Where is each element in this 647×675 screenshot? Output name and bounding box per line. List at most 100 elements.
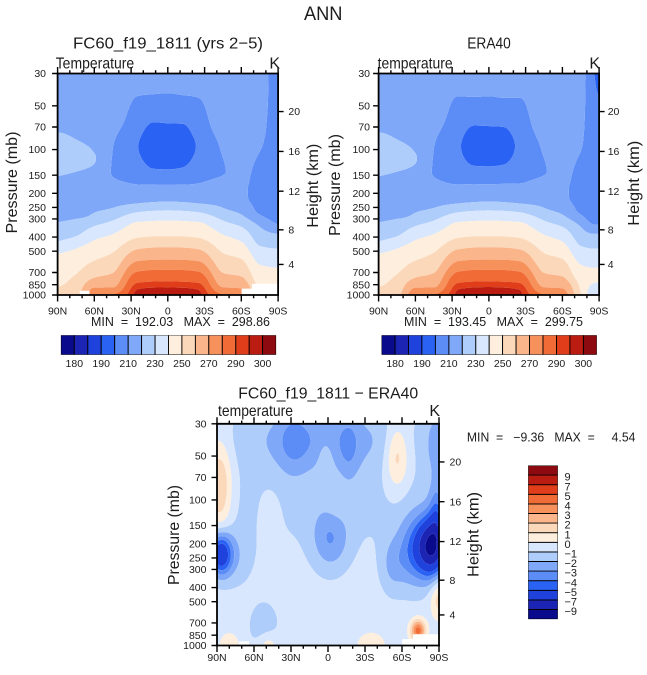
svg-text:60N: 60N: [85, 306, 104, 318]
svg-text:400: 400: [352, 232, 370, 244]
svg-text:9: 9: [565, 472, 571, 484]
svg-text:12: 12: [450, 536, 462, 548]
svg-text:270: 270: [521, 358, 539, 370]
svg-text:30S: 30S: [195, 306, 214, 318]
svg-text:MIN = 192.03 MAX = 298.8: MIN = 192.03 MAX = 298.86: [91, 314, 270, 329]
svg-text:−5: −5: [565, 587, 578, 599]
svg-text:5: 5: [565, 491, 571, 503]
svg-text:20: 20: [288, 106, 300, 118]
svg-text:850: 850: [189, 630, 207, 642]
svg-text:12: 12: [288, 186, 300, 198]
svg-text:K: K: [589, 55, 600, 72]
svg-text:500: 500: [189, 596, 207, 608]
svg-text:250: 250: [173, 358, 191, 370]
svg-text:4: 4: [608, 259, 614, 271]
svg-text:30: 30: [195, 418, 207, 430]
svg-text:90S: 90S: [590, 306, 609, 318]
svg-text:16: 16: [288, 146, 300, 158]
svg-text:290: 290: [548, 358, 566, 370]
svg-text:90S: 90S: [430, 652, 449, 664]
svg-text:700: 700: [352, 267, 370, 279]
svg-text:70: 70: [195, 472, 207, 484]
svg-text:270: 270: [200, 358, 218, 370]
svg-text:8: 8: [288, 224, 294, 236]
svg-text:180: 180: [386, 358, 404, 370]
svg-text:−9: −9: [565, 606, 578, 618]
svg-text:8: 8: [608, 224, 614, 236]
svg-text:30N: 30N: [281, 652, 300, 664]
svg-text:20: 20: [450, 457, 462, 469]
svg-text:2: 2: [565, 520, 571, 532]
svg-text:150: 150: [28, 170, 46, 182]
svg-text:FC60_f19_1811 (yrs 2−5): FC60_f19_1811 (yrs 2−5): [73, 36, 263, 53]
svg-text:300: 300: [254, 358, 272, 370]
svg-text:7: 7: [565, 481, 571, 493]
svg-text:290: 290: [227, 358, 245, 370]
svg-text:60S: 60S: [393, 652, 412, 664]
svg-text:Pressure (mb): Pressure (mb): [4, 132, 21, 234]
svg-text:30: 30: [34, 68, 46, 80]
svg-text:700: 700: [189, 618, 207, 630]
svg-text:60N: 60N: [406, 306, 425, 318]
svg-text:500: 500: [352, 246, 370, 258]
svg-text:50: 50: [34, 100, 46, 112]
svg-text:−2: −2: [565, 558, 578, 570]
svg-text:300: 300: [189, 564, 207, 576]
svg-text:210: 210: [119, 358, 137, 370]
svg-text:100: 100: [352, 144, 370, 156]
svg-text:Height (km): Height (km): [626, 141, 643, 226]
svg-text:90N: 90N: [48, 306, 67, 318]
svg-text:16: 16: [450, 496, 462, 508]
svg-text:210: 210: [440, 358, 458, 370]
svg-text:250: 250: [352, 202, 370, 214]
svg-text:K: K: [269, 55, 280, 72]
svg-text:1: 1: [565, 529, 571, 541]
svg-text:−3: −3: [565, 568, 578, 580]
svg-text:100: 100: [28, 144, 46, 156]
svg-text:1000: 1000: [183, 640, 207, 652]
svg-text:MIN = 193.45 MAX = 299.7: MIN = 193.45 MAX = 299.75: [404, 314, 583, 329]
svg-text:850: 850: [28, 279, 46, 291]
svg-text:60S: 60S: [553, 306, 572, 318]
svg-text:180: 180: [66, 358, 84, 370]
svg-text:3: 3: [565, 510, 571, 522]
svg-text:190: 190: [413, 358, 431, 370]
svg-text:0: 0: [165, 306, 171, 318]
svg-text:700: 700: [28, 267, 46, 279]
svg-text:0: 0: [565, 539, 571, 551]
svg-text:50: 50: [195, 451, 207, 463]
svg-text:190: 190: [92, 358, 110, 370]
svg-text:60S: 60S: [232, 306, 251, 318]
svg-text:MIN = −9.36 MAX = 4.: MIN = −9.36 MAX = 4.54: [467, 430, 636, 444]
svg-text:850: 850: [352, 279, 370, 291]
svg-text:4: 4: [565, 501, 571, 513]
svg-text:ERA40: ERA40: [467, 36, 511, 53]
svg-text:30: 30: [358, 68, 370, 80]
svg-text:4: 4: [288, 259, 294, 271]
svg-text:Height (km): Height (km): [305, 144, 322, 228]
svg-text:Temperature: Temperature: [56, 55, 135, 72]
svg-text:150: 150: [189, 520, 207, 532]
svg-text:230: 230: [467, 358, 485, 370]
svg-text:30S: 30S: [356, 652, 375, 664]
svg-text:90N: 90N: [369, 306, 388, 318]
svg-text:250: 250: [28, 202, 46, 214]
svg-text:230: 230: [146, 358, 164, 370]
svg-text:500: 500: [28, 246, 46, 258]
svg-text:16: 16: [608, 146, 620, 158]
svg-text:8: 8: [450, 575, 456, 587]
svg-text:K: K: [429, 403, 440, 420]
svg-text:−4: −4: [565, 577, 578, 589]
svg-text:0: 0: [325, 652, 331, 664]
svg-text:90S: 90S: [269, 306, 288, 318]
svg-text:300: 300: [575, 358, 593, 370]
svg-text:0: 0: [486, 306, 492, 318]
svg-text:20: 20: [608, 106, 620, 118]
svg-text:Pressure (mb): Pressure (mb): [327, 134, 344, 236]
svg-text:12: 12: [608, 186, 620, 198]
svg-text:30N: 30N: [121, 306, 140, 318]
svg-text:250: 250: [494, 358, 512, 370]
svg-text:250: 250: [189, 553, 207, 565]
svg-text:60N: 60N: [244, 652, 263, 664]
svg-text:−1: −1: [565, 549, 578, 561]
